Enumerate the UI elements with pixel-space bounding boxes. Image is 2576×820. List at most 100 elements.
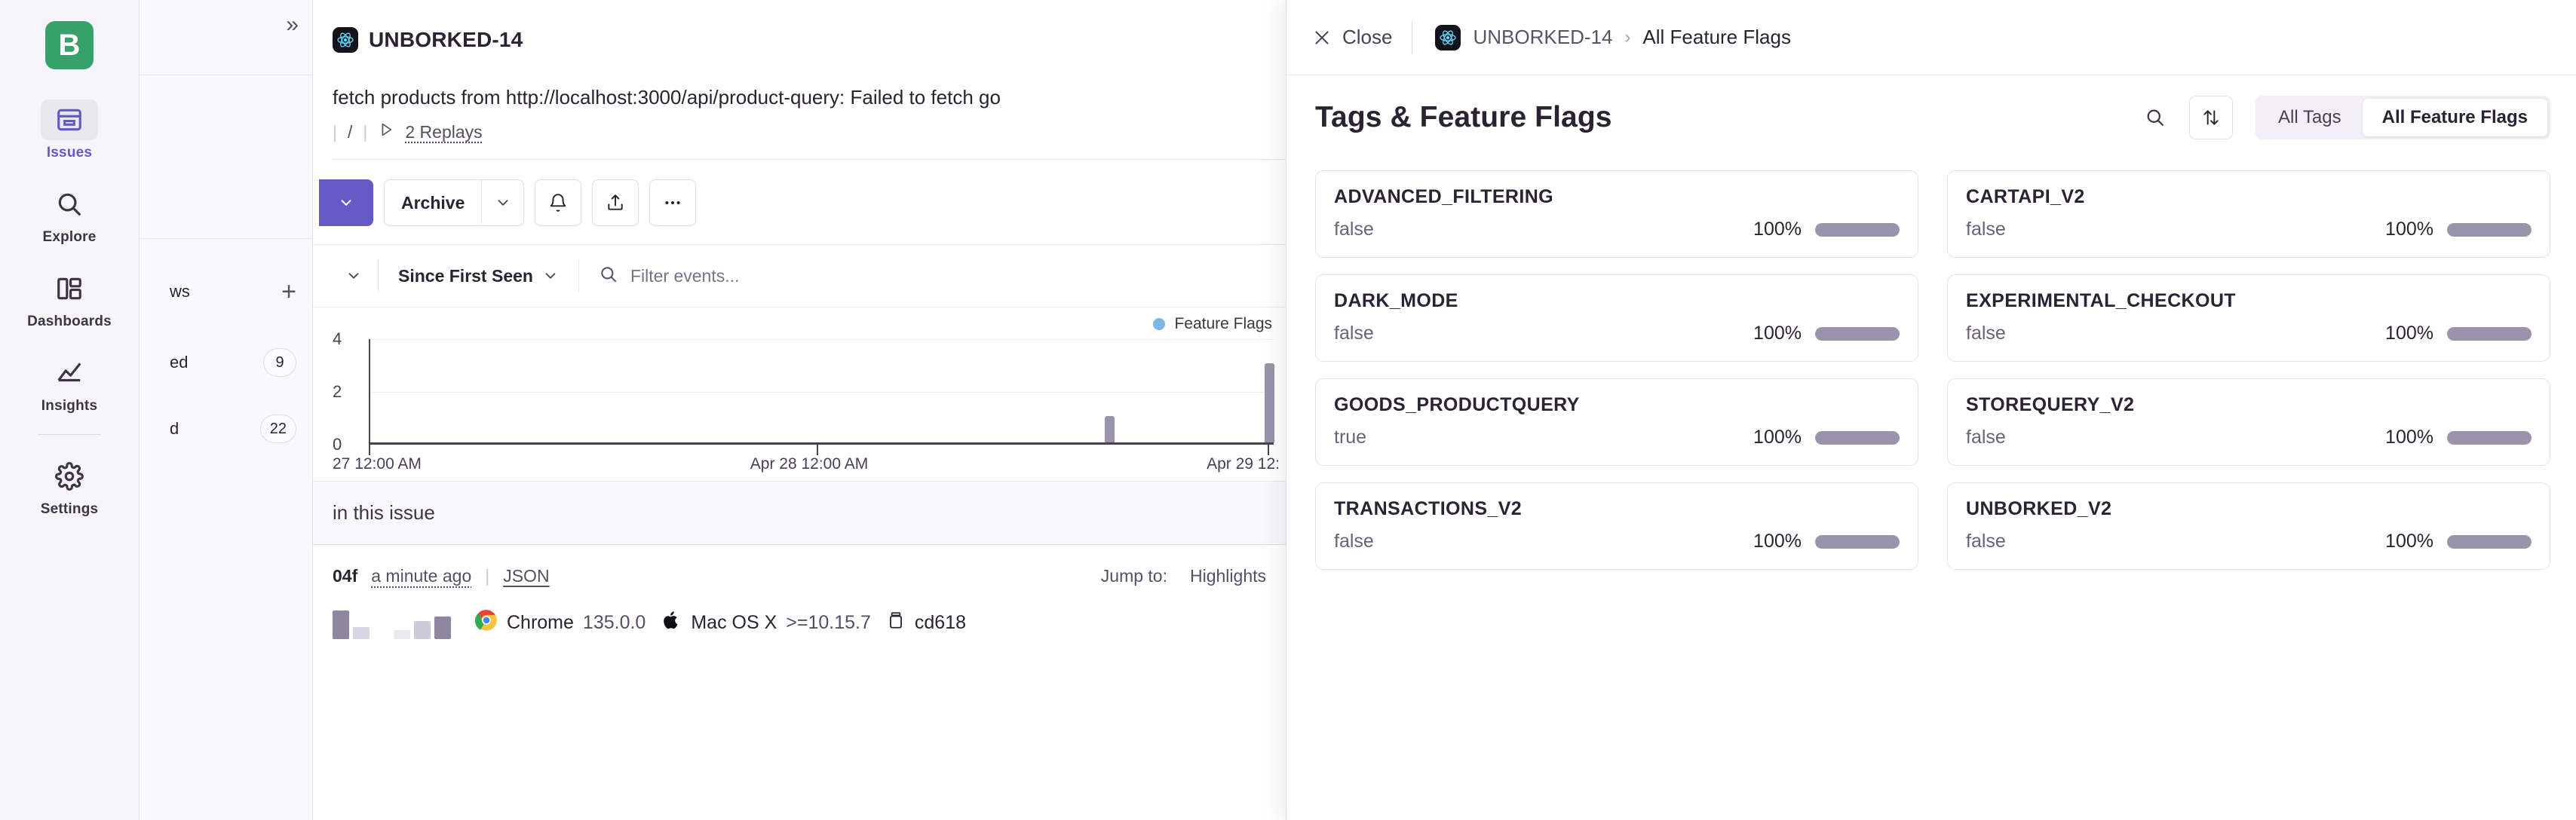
sidebar-item-dashboards[interactable]: Dashboards: [0, 264, 139, 338]
feature-flag-card[interactable]: GOODS_PRODUCTQUERY true 100%: [1315, 378, 1918, 466]
sidebar-divider: [38, 434, 101, 435]
share-button[interactable]: [592, 179, 639, 226]
feature-flag-card[interactable]: CARTAPI_V2 false 100%: [1947, 170, 2550, 258]
legend-swatch: [1153, 318, 1166, 330]
filter-events-field[interactable]: [582, 265, 1286, 288]
feature-flag-value: true: [1334, 427, 1367, 448]
feature-flag-value: false: [1966, 427, 2006, 448]
x-axis-label: 27 12:00 AM: [333, 455, 422, 473]
search-button[interactable]: [2135, 97, 2176, 138]
subnav-row-assigned[interactable]: ed 9: [140, 345, 313, 380]
feature-flag-name: EXPERIMENTAL_CHECKOUT: [1966, 290, 2236, 311]
chart-bar[interactable]: [1264, 363, 1274, 442]
feature-flag-bar: [2447, 326, 2532, 341]
breadcrumb: UNBORKED-14 › All Feature Flags: [1412, 24, 1791, 50]
chart-bar[interactable]: [1104, 416, 1115, 442]
breadcrumb-project[interactable]: UNBORKED-14: [1473, 26, 1613, 48]
sidebar-item-insights[interactable]: Insights: [0, 348, 139, 422]
sidebar-item-label: Insights: [41, 398, 98, 414]
chevron-down-icon[interactable]: [333, 268, 375, 284]
plus-icon[interactable]: +: [281, 277, 296, 306]
meta-divider: |: [333, 121, 337, 142]
feature-flag-card[interactable]: TRANSACTIONS_V2 false 100%: [1315, 482, 1918, 570]
org-logo[interactable]: B: [45, 21, 94, 69]
dashboards-icon: [41, 268, 98, 309]
feature-flag-name: GOODS_PRODUCTQUERY: [1334, 394, 1580, 415]
date-range-selector[interactable]: Since First Seen: [382, 266, 575, 286]
browser-version: 135.0.0: [582, 611, 646, 633]
feature-flag-card[interactable]: ADVANCED_FILTERING false 100%: [1315, 170, 1918, 258]
close-drawer-button[interactable]: Close: [1312, 26, 1412, 49]
release-label[interactable]: cd618: [914, 611, 967, 633]
feature-flag-distribution: 100%: [1753, 531, 1900, 552]
sidebar-item-settings[interactable]: Settings: [0, 451, 139, 525]
subnav-row-views[interactable]: ws +: [140, 274, 313, 309]
feature-flag-card[interactable]: UNBORKED_V2 false 100%: [1947, 482, 2550, 570]
sidebar-item-label: Explore: [42, 229, 97, 245]
sidebar-item-issues[interactable]: Issues: [0, 95, 139, 169]
close-icon: [1315, 30, 1329, 44]
feature-flag-list: ADVANCED_FILTERING false 100% CARTAPI_V2…: [1286, 160, 2576, 820]
feature-flag-card[interactable]: STOREQUERY_V2 false 100%: [1947, 378, 2550, 466]
release-icon: [886, 610, 906, 635]
chevron-down-icon[interactable]: [481, 180, 523, 225]
filter-events-input[interactable]: [630, 265, 1286, 286]
feature-flag-value: false: [1334, 219, 1374, 240]
resolve-dropdown-button[interactable]: [319, 179, 373, 226]
legend-label: Feature Flags: [1174, 315, 1272, 332]
x-axis-tickmark: [1268, 445, 1269, 455]
feature-flag-row: false 100%: [1334, 219, 1900, 240]
chevron-double-right-icon[interactable]: »: [286, 12, 299, 37]
tab-all-feature-flags[interactable]: All Feature Flags: [2362, 99, 2547, 136]
close-drawer-label: Close: [1342, 26, 1393, 48]
issue-meta-slash: /: [347, 121, 353, 142]
chart-y-axis: [369, 339, 370, 445]
event-timestamp[interactable]: a minute ago: [371, 566, 472, 586]
issue-short-id[interactable]: UNBORKED-14: [369, 28, 523, 51]
x-axis-label: Apr 29 12:: [1207, 455, 1280, 473]
date-range-label: Since First Seen: [398, 265, 533, 286]
issues-icon: [41, 99, 98, 140]
archive-button[interactable]: Archive: [384, 179, 525, 226]
react-icon: [333, 27, 358, 53]
subscribe-button[interactable]: [535, 179, 582, 226]
feature-flag-bar: [1815, 534, 1900, 549]
more-actions-button[interactable]: [649, 179, 697, 226]
sidebar-item-explore[interactable]: Explore: [0, 179, 139, 253]
sidebar-item-label: Dashboards: [27, 314, 112, 329]
browser-info: Chrome 135.0.0: [474, 609, 646, 637]
chrome-icon: [474, 609, 498, 637]
feature-flag-name: TRANSACTIONS_V2: [1334, 498, 1523, 519]
sort-button[interactable]: [2189, 96, 2233, 139]
sidebar-item-label: Settings: [40, 501, 99, 517]
replays-link[interactable]: 2 Replays: [405, 121, 483, 142]
jump-to-highlights[interactable]: Highlights: [1190, 566, 1266, 586]
meta-divider: |: [485, 566, 490, 586]
issue-header: UNBORKED-14 fetch products from http://l…: [313, 0, 1286, 639]
feature-flag-distribution: 100%: [1753, 427, 1900, 448]
react-icon: [1435, 24, 1461, 50]
subnav-row-resolved[interactable]: d 22: [140, 412, 313, 446]
drawer-toolbar: Tags & Feature Flags All Tags All Featur…: [1286, 75, 2576, 160]
event-meta-left: 04f a minute ago | JSON: [333, 566, 550, 586]
issue-meta-row: | / | 2 Replays: [333, 121, 1286, 142]
feature-flags-drawer: Close UNBORKED-14 › All Feature Flags T: [1286, 0, 2576, 820]
subnav-divider: [140, 238, 312, 239]
subnav-count-badge: 22: [259, 415, 296, 443]
share-icon: [608, 194, 624, 210]
feature-flag-distribution: 100%: [1753, 219, 1900, 240]
search-icon: [599, 265, 618, 288]
tab-all-tags[interactable]: All Tags: [2259, 99, 2361, 136]
ellipsis-icon: [665, 200, 681, 205]
feature-flag-percent: 100%: [1753, 427, 1802, 448]
feature-flag-bar: [1815, 430, 1900, 445]
feature-flag-card[interactable]: EXPERIMENTAL_CHECKOUT false 100%: [1947, 274, 2550, 362]
feature-flag-name: STOREQUERY_V2: [1966, 394, 2135, 415]
feature-flag-card[interactable]: DARK_MODE false 100%: [1315, 274, 1918, 362]
divider: [378, 259, 379, 292]
feature-flag-percent: 100%: [2385, 219, 2433, 240]
event-json-link[interactable]: JSON: [503, 566, 550, 586]
x-axis-label: Apr 28 12:00 AM: [750, 455, 869, 473]
event-meta-row: 04f a minute ago | JSON Jump to: Highlig…: [313, 545, 1286, 586]
